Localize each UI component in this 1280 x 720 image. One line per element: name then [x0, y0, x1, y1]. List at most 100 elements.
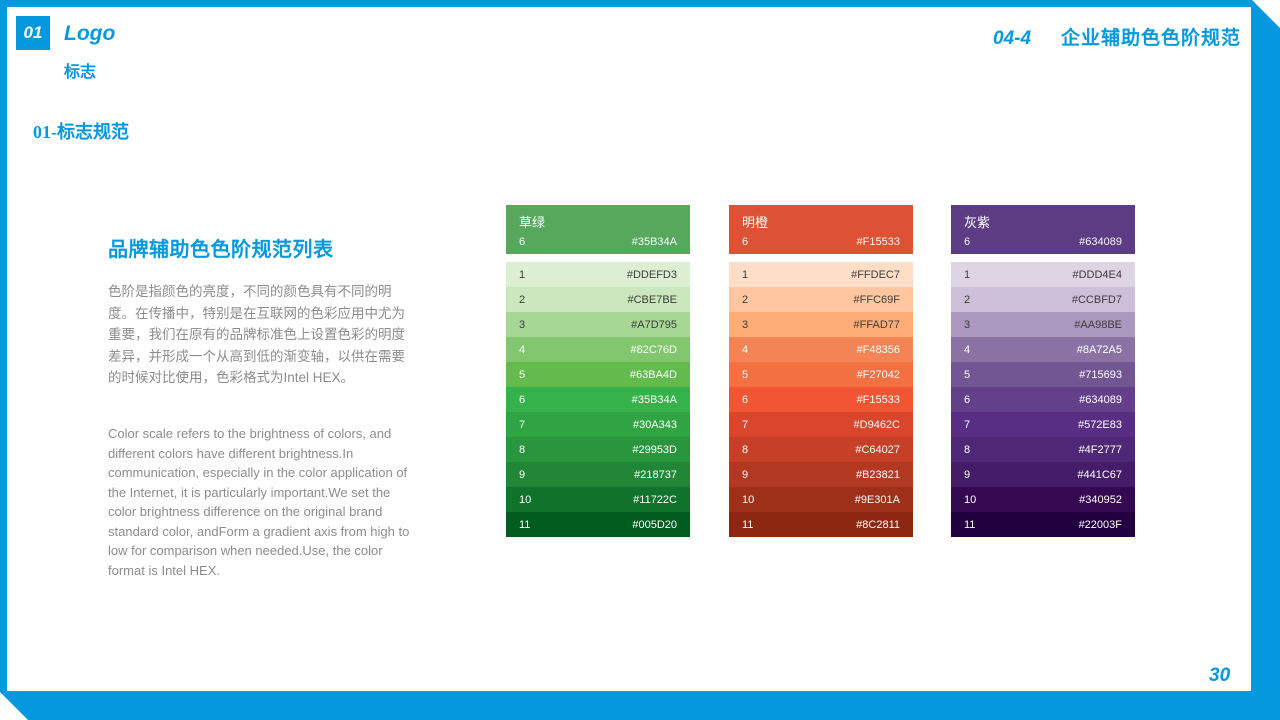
- palette-swatch: 2 #CBE7BE: [506, 287, 690, 312]
- swatch-index: 1: [519, 268, 526, 281]
- swatch-index: 6: [742, 393, 749, 406]
- swatch-hex: #22003F: [1078, 518, 1122, 531]
- swatch-hex: #715693: [1079, 368, 1122, 381]
- palette-swatch: 1 #FFDEC7: [729, 262, 913, 287]
- swatch-hex: #005D20: [632, 518, 677, 531]
- swatch-index: 7: [519, 418, 526, 431]
- swatch-index: 10: [964, 493, 977, 506]
- palette-swatch: 7 #D9462C: [729, 412, 913, 437]
- palette-name: 灰紫: [964, 215, 991, 230]
- swatch-hex: #8A72A5: [1076, 343, 1122, 356]
- palette-swatch: 10 #9E301A: [729, 487, 913, 512]
- intro-paragraph-en: Color scale refers to the brightness of …: [108, 426, 410, 578]
- swatch-index: 4: [964, 343, 971, 356]
- swatch-hex: #63BA4D: [629, 368, 677, 381]
- doc-title: 企业辅助色色阶规范: [1061, 28, 1242, 49]
- chapter-number: 01: [23, 23, 43, 42]
- swatch-hex: #FFDEC7: [851, 268, 900, 281]
- swatch-index: 11: [964, 518, 976, 531]
- swatch-hex: #C64027: [855, 443, 900, 456]
- palette-column-gray-purple: 灰紫 6 #634089 1 #DDD4E4 2 #CCBFD7 3 #AA98BE 4 #8A72…: [951, 205, 1135, 537]
- palette-column-bright-orange: 明橙 6 #F15533 1 #FFDEC7 2 #FFC69F 3 #FFAD77 4 #F483…: [729, 205, 913, 537]
- intro-title: 品牌辅助色色阶规范列表: [108, 239, 334, 261]
- palette-base-hex: #634089: [1079, 236, 1122, 248]
- swatch-hex: #DDD4E4: [1072, 268, 1122, 281]
- palette-swatch: 7 #572E83: [951, 412, 1135, 437]
- swatch-hex: #340952: [1079, 493, 1122, 506]
- swatch-hex: #441C67: [1077, 468, 1122, 481]
- swatch-index: 9: [519, 468, 526, 481]
- intro-paragraph-zh: 色阶是指颜色的亮度，不同的颜色具有不同的明度。在传播中，特别是在互联网的色彩应用…: [108, 284, 405, 385]
- swatch-index: 8: [964, 443, 971, 456]
- palette-swatch: 8 #29953D: [506, 437, 690, 462]
- palette-swatch: 5 #715693: [951, 362, 1135, 387]
- palette-swatch: 4 #F48356: [729, 337, 913, 362]
- palette-swatch: 5 #F27042: [729, 362, 913, 387]
- swatch-index: 6: [519, 393, 526, 406]
- palette-swatch: 3 #AA98BE: [951, 312, 1135, 337]
- swatch-hex: #F15533: [856, 393, 900, 406]
- swatch-index: 7: [964, 418, 971, 431]
- swatch-hex: #29953D: [632, 443, 677, 456]
- palette-base-row: 6 #F15533: [742, 236, 900, 248]
- palette-base-row: 6 #35B34A: [519, 236, 677, 248]
- palette-column-grass-green: 草绿 6 #35B34A 1 #DDEFD3 2 #CBE7BE 3 #A7D795 4 #82C7…: [506, 205, 690, 537]
- doc-code: 04-4: [993, 28, 1032, 49]
- palette-header-grass-green: 草绿 6 #35B34A: [506, 205, 690, 254]
- swatch-hex: #634089: [1079, 393, 1122, 406]
- palette-swatch: 7 #30A343: [506, 412, 690, 437]
- palette-swatch: 1 #DDD4E4: [951, 262, 1135, 287]
- swatch-index: 2: [742, 293, 749, 306]
- palette-name: 草绿: [519, 215, 546, 230]
- palette-base-index: 6: [519, 236, 526, 248]
- palette-swatch: 6 #35B34A: [506, 387, 690, 412]
- palette-base-index: 6: [742, 236, 749, 248]
- swatch-hex: #CBE7BE: [627, 293, 677, 306]
- swatch-hex: #AA98BE: [1074, 318, 1122, 331]
- swatch-hex: #DDEFD3: [626, 268, 677, 281]
- swatch-hex: #F27042: [856, 368, 900, 381]
- swatch-index: 3: [519, 318, 526, 331]
- palette-header-gray-purple: 灰紫 6 #634089: [951, 205, 1135, 254]
- chapter-title-zh: 标志: [64, 64, 97, 81]
- swatch-index: 6: [964, 393, 971, 406]
- palette-swatch: 8 #C64027: [729, 437, 913, 462]
- swatch-index: 7: [742, 418, 749, 431]
- swatch-index: 10: [742, 493, 755, 506]
- palette-swatch: 6 #F15533: [729, 387, 913, 412]
- palette-swatch: 3 #FFAD77: [729, 312, 913, 337]
- palette-swatch: 10 #11722C: [506, 487, 690, 512]
- palette-swatch: 4 #8A72A5: [951, 337, 1135, 362]
- swatch-index: 5: [519, 368, 526, 381]
- swatch-index: 10: [519, 493, 532, 506]
- palette-swatch: 2 #CCBFD7: [951, 287, 1135, 312]
- swatch-hex: #9E301A: [854, 493, 900, 506]
- palette-base-hex: #F15533: [856, 236, 900, 248]
- swatch-hex: #35B34A: [631, 393, 677, 406]
- swatch-hex: #D9462C: [853, 418, 900, 431]
- palette-swatch: 11 #22003F: [951, 512, 1135, 537]
- swatch-index: 3: [964, 318, 971, 331]
- palette-swatch: 10 #340952: [951, 487, 1135, 512]
- swatch-index: 1: [742, 268, 749, 281]
- palette-swatch: 9 #218737: [506, 462, 690, 487]
- swatch-hex: #A7D795: [631, 318, 677, 331]
- palette-swatch: 1 #DDEFD3: [506, 262, 690, 287]
- palette-base-row: 6 #634089: [964, 236, 1122, 248]
- swatch-hex: #11722C: [633, 493, 677, 506]
- section-heading: 01-标志规范: [33, 122, 129, 142]
- swatch-index: 8: [519, 443, 526, 456]
- swatch-index: 11: [742, 518, 754, 531]
- swatch-index: 2: [519, 293, 526, 306]
- swatch-hex: #B23821: [855, 468, 900, 481]
- doc-header: 04-4 企业辅助色色阶规范: [993, 23, 1241, 50]
- swatch-index: 9: [742, 468, 749, 481]
- swatch-hex: #FFC69F: [853, 293, 900, 306]
- palette-swatch: 11 #8C2811: [729, 512, 913, 537]
- swatch-index: 1: [964, 268, 971, 281]
- palette-swatch: 11 #005D20: [506, 512, 690, 537]
- palette-swatch: 2 #FFC69F: [729, 287, 913, 312]
- palette-swatch: 9 #441C67: [951, 462, 1135, 487]
- chapter-title-en: Logo: [64, 22, 116, 45]
